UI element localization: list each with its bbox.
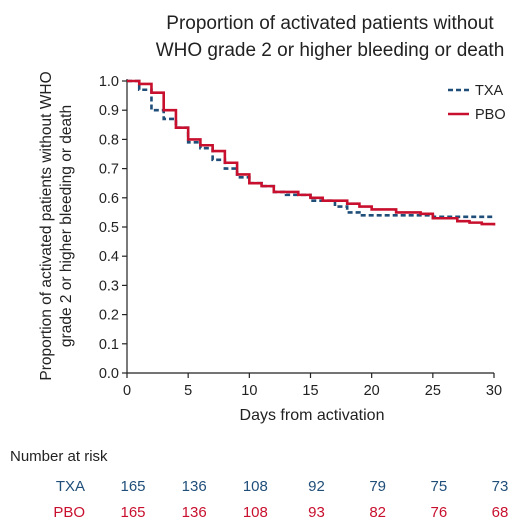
y-tick-label: 0.1 xyxy=(99,337,119,353)
risk-value: 68 xyxy=(492,504,509,521)
y-tick-label: 0.5 xyxy=(99,220,119,236)
risk-value: 108 xyxy=(243,504,268,521)
risk-value: 136 xyxy=(182,478,207,495)
x-tick-label: 30 xyxy=(486,383,502,399)
risk-value: 79 xyxy=(369,478,386,495)
risk-table: TXA 165 136 108 92 79 75 73 PBO 165 136 108 93 82 76 68 xyxy=(53,478,508,521)
y-tick-label: 0.3 xyxy=(99,278,119,294)
x-tick-label: 20 xyxy=(364,383,380,399)
risk-value: 76 xyxy=(430,504,447,521)
y-tick-label: 0.2 xyxy=(99,308,119,324)
y-tick-label: 0.6 xyxy=(99,191,119,207)
x-tick-label: 15 xyxy=(302,383,318,399)
legend-label-txa: TXA xyxy=(475,83,504,99)
y-axis-label-line-2: grade 2 or higher bleeding or death xyxy=(58,105,75,347)
y-tick-label: 0.9 xyxy=(99,103,119,119)
x-axis: 0 5 10 15 20 25 30 xyxy=(123,372,502,399)
risk-value: 75 xyxy=(430,478,447,495)
y-tick-label: 1.0 xyxy=(99,74,119,90)
risk-value: 165 xyxy=(120,478,145,495)
risk-value: 73 xyxy=(492,478,509,495)
y-tick-label: 0.0 xyxy=(99,366,119,382)
risk-value: 165 xyxy=(120,504,145,521)
x-tick-label: 0 xyxy=(123,383,131,399)
y-tick-label: 0.8 xyxy=(99,132,119,148)
legend-label-pbo: PBO xyxy=(475,107,506,123)
risk-table-title: Number at risk xyxy=(10,448,108,465)
x-tick-label: 5 xyxy=(184,383,192,399)
series-line-txa xyxy=(127,79,494,219)
series-line-pbo xyxy=(127,79,496,226)
chart-title-line-1: Proportion of activated patients without xyxy=(166,13,494,34)
x-axis-label: Days from activation xyxy=(240,407,385,424)
series-layer xyxy=(127,79,496,226)
chart-title-line-2: WHO grade 2 or higher bleeding or death xyxy=(156,40,505,61)
y-axis-label: Proportion of activated patients without… xyxy=(38,71,75,380)
risk-row-label-pbo: PBO xyxy=(53,504,85,521)
y-axis: 0.0 0.1 0.2 0.3 0.4 0.5 0.6 0.7 0.8 0.9 1.0 xyxy=(99,74,128,382)
risk-value: 82 xyxy=(369,504,386,521)
x-tick-label: 25 xyxy=(425,383,441,399)
y-tick-label: 0.4 xyxy=(99,249,119,265)
legend: TXA PBO xyxy=(448,83,506,123)
y-tick-label: 0.7 xyxy=(99,162,119,178)
risk-value: 108 xyxy=(243,478,268,495)
y-axis-label-line-1: Proportion of activated patients without… xyxy=(38,71,55,380)
risk-value: 93 xyxy=(308,504,325,521)
risk-value: 136 xyxy=(182,504,207,521)
risk-row-label-txa: TXA xyxy=(56,478,85,495)
x-tick-label: 10 xyxy=(241,383,257,399)
risk-value: 92 xyxy=(308,478,325,495)
